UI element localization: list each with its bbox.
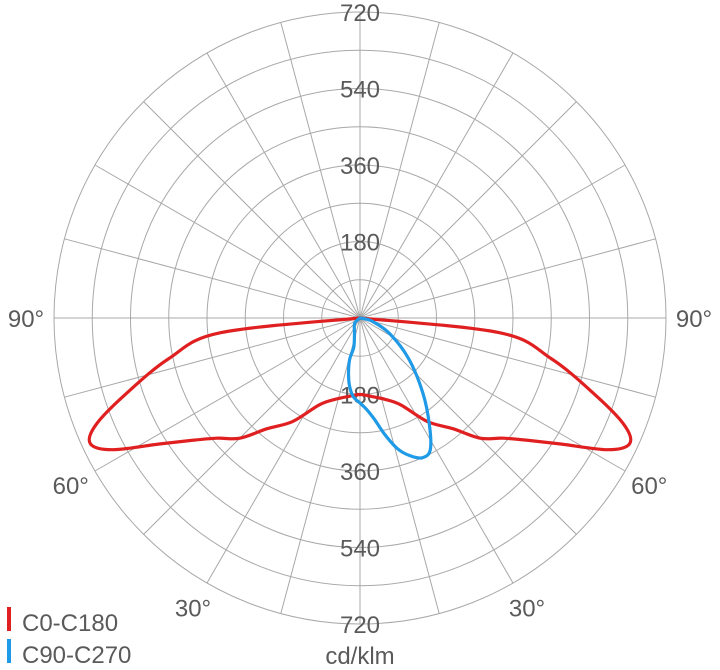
series-line-c0-c180 [87,316,633,452]
grid-spoke [359,317,656,398]
angle-label: 30° [509,595,545,622]
grid-spoke [143,317,361,535]
angle-label: 90° [676,306,712,333]
grid-spoke [359,164,626,319]
radial-tick-label: 540 [340,77,380,104]
radial-tick-label: 720 [340,0,380,27]
legend-swatch-c90-c270 [7,639,11,663]
angle-label: 60° [53,473,89,500]
radial-tick-label: 360 [340,459,380,486]
grid-spoke [143,101,361,319]
grid-spoke [359,238,656,319]
grid-spoke [206,317,361,584]
grid-spoke [64,317,361,398]
grid-spoke [280,22,361,319]
grid-spoke [359,101,577,319]
legend-label-c0-c180: C0-C180 [22,610,118,637]
polar-grid [53,11,667,625]
series-curves [87,316,633,460]
angle-label: 30° [175,595,211,622]
grid-spoke [280,317,361,614]
grid-spoke [359,52,514,319]
radial-tick-label: 180 [340,230,380,257]
radial-tick-label: 540 [340,536,380,563]
angle-labels: 90° 90° 60° 60° 30° 30° [8,306,712,622]
angle-label: 60° [631,473,667,500]
radial-tick-label: 360 [340,153,380,180]
grid-spoke [94,164,361,319]
grid-spoke [206,52,361,319]
grid-spoke [359,317,514,584]
grid-spoke [359,317,440,614]
legend-label-c90-c270: C90-C270 [22,642,131,669]
legend: C0-C180 C90-C270 [7,607,131,669]
series-line-c90-c270 [346,316,433,460]
angle-label: 90° [8,306,44,333]
radial-tick-label: 720 [340,612,380,639]
grid-spoke [359,317,577,535]
grid-spoke [359,22,440,319]
unit-label: cd/klm [325,643,394,670]
grid-spoke [64,238,361,319]
legend-swatch-c0-c180 [7,607,11,631]
